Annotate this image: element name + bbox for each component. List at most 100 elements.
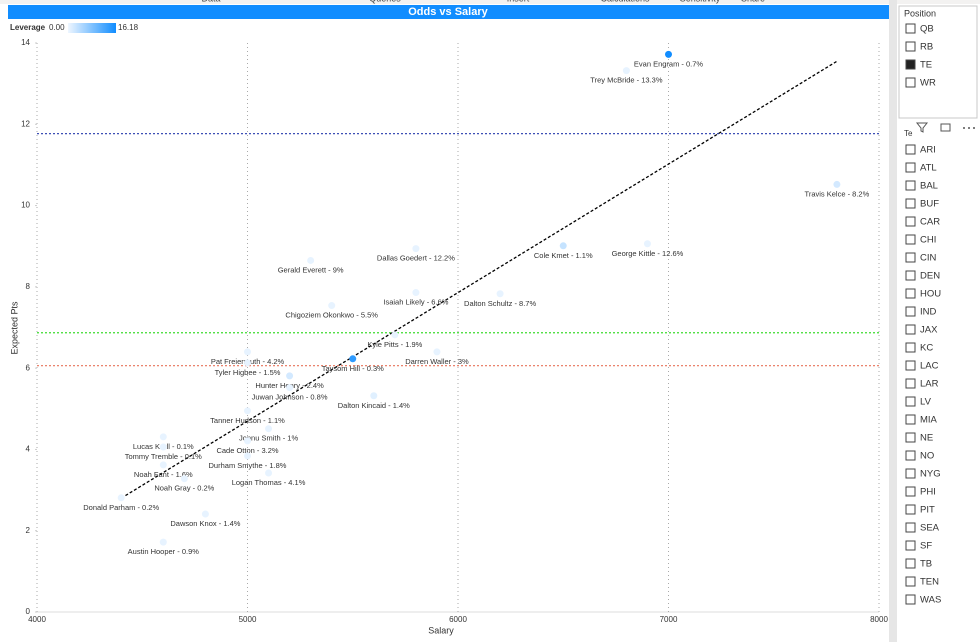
slicer-item[interactable]: DEN — [920, 271, 940, 282]
scatter-point[interactable] — [559, 242, 567, 250]
scatter-point[interactable] — [244, 437, 251, 445]
checkbox[interactable] — [905, 234, 916, 245]
slicer-item[interactable]: CAR — [920, 217, 940, 228]
slicer-item[interactable]: MIA — [920, 415, 938, 426]
scatter-point[interactable] — [370, 392, 378, 400]
checkbox[interactable] — [905, 180, 916, 191]
scatter-point[interactable] — [244, 407, 251, 415]
checkbox[interactable] — [905, 342, 916, 353]
checkbox[interactable] — [905, 306, 916, 317]
checkbox[interactable] — [905, 324, 916, 335]
scatter-point[interactable] — [833, 180, 841, 188]
slicer-item[interactable]: PHI — [920, 487, 936, 498]
scatter-point[interactable] — [159, 443, 167, 451]
checkbox[interactable] — [905, 396, 916, 407]
slicer-item[interactable]: LAR — [920, 379, 939, 390]
scatter-point[interactable] — [412, 245, 420, 253]
slicer-item[interactable]: ARI — [920, 145, 936, 156]
scatter-point[interactable] — [643, 240, 651, 248]
checkbox[interactable] — [905, 522, 916, 533]
slicer-item[interactable]: TEN — [920, 577, 939, 588]
scatter-point[interactable] — [244, 348, 251, 356]
scatter-point[interactable] — [286, 384, 294, 392]
checkbox[interactable] — [905, 432, 916, 443]
checkbox[interactable] — [905, 594, 916, 605]
slicer-item[interactable]: BAL — [920, 181, 938, 192]
slicer-item[interactable]: SF — [920, 541, 932, 552]
slicer-item[interactable]: QB — [920, 24, 934, 35]
scatter-point[interactable] — [286, 372, 294, 380]
checkbox[interactable] — [905, 504, 916, 515]
slicer-item[interactable]: KC — [920, 343, 933, 354]
scatter-point[interactable] — [159, 538, 167, 546]
scatter-point[interactable] — [265, 425, 273, 433]
slicer-item[interactable]: ATL — [920, 163, 937, 174]
checkbox[interactable] — [905, 59, 916, 70]
scatter-point[interactable] — [201, 510, 209, 518]
slicer-item[interactable]: PIT — [920, 505, 935, 516]
checkbox[interactable] — [905, 252, 916, 263]
checkbox[interactable] — [905, 288, 916, 299]
checkbox[interactable] — [905, 360, 916, 371]
slicer-item[interactable]: TE — [920, 60, 932, 71]
slicer-item[interactable]: SEA — [920, 523, 940, 534]
scatter-point[interactable] — [349, 355, 357, 363]
scatter-point[interactable] — [265, 469, 273, 477]
scatter-point[interactable] — [622, 67, 630, 75]
checkbox[interactable] — [905, 378, 916, 389]
point-label: Cade Otton - 3.2% — [216, 446, 278, 455]
slicer-item[interactable]: WAS — [920, 595, 941, 606]
slicer-item[interactable]: NE — [920, 433, 933, 444]
checkbox[interactable] — [905, 486, 916, 497]
checkbox[interactable] — [905, 144, 916, 155]
ribbon-tab[interactable]: Sensitivity — [680, 0, 721, 3]
checkbox[interactable] — [905, 41, 916, 52]
ribbon-tab[interactable]: Queries — [369, 0, 401, 3]
slicer-item[interactable]: BUF — [920, 199, 939, 210]
checkbox[interactable] — [905, 558, 916, 569]
scatter-point[interactable] — [665, 50, 672, 58]
slicer-item[interactable]: WR — [920, 78, 936, 89]
slicer-item[interactable]: TB — [920, 559, 932, 570]
checkbox[interactable] — [905, 162, 916, 173]
ribbon-tab[interactable]: Calculations — [600, 0, 650, 3]
scatter-point[interactable] — [244, 359, 251, 367]
slicer-item[interactable]: JAX — [920, 325, 938, 336]
scatter-point[interactable] — [496, 290, 504, 298]
scatter-point[interactable] — [159, 461, 167, 469]
ribbon-tab[interactable]: Data — [201, 0, 220, 3]
slicer-item[interactable]: CHI — [920, 235, 936, 246]
checkbox[interactable] — [905, 216, 916, 227]
scatter-point[interactable] — [244, 452, 251, 460]
filter-icon[interactable] — [915, 122, 929, 133]
checkbox[interactable] — [905, 198, 916, 209]
checkbox[interactable] — [905, 23, 916, 34]
scatter-point[interactable] — [433, 348, 441, 356]
checkbox[interactable] — [905, 270, 916, 281]
slicer-item[interactable]: LV — [920, 397, 932, 408]
slicer-item[interactable]: CIN — [920, 253, 937, 264]
scatter-point[interactable] — [391, 331, 399, 339]
slicer-item[interactable]: IND — [920, 307, 937, 318]
checkbox[interactable] — [905, 414, 916, 425]
scatter-point[interactable] — [412, 289, 420, 297]
slicer-item[interactable]: NO — [920, 451, 934, 462]
checkbox[interactable] — [905, 77, 916, 88]
scatter-point[interactable] — [328, 302, 336, 310]
checkbox[interactable] — [905, 576, 916, 587]
scatter-point[interactable] — [117, 494, 125, 502]
scatter-point[interactable] — [307, 256, 315, 264]
more-options-icon[interactable] — [963, 127, 975, 129]
checkbox[interactable] — [905, 540, 916, 551]
focus-icon[interactable] — [940, 123, 951, 132]
slicer-item[interactable]: RB — [920, 42, 933, 53]
scatter-point[interactable] — [159, 433, 167, 441]
slicer-item[interactable]: HOU — [920, 289, 941, 300]
ribbon-tab[interactable]: Insert — [507, 0, 530, 3]
ribbon-tab[interactable]: Share — [741, 0, 765, 3]
slicer-item[interactable]: LAC — [920, 361, 939, 372]
checkbox[interactable] — [905, 468, 916, 479]
scatter-point[interactable] — [180, 475, 188, 483]
slicer-item[interactable]: NYG — [920, 469, 941, 480]
checkbox[interactable] — [905, 450, 916, 461]
